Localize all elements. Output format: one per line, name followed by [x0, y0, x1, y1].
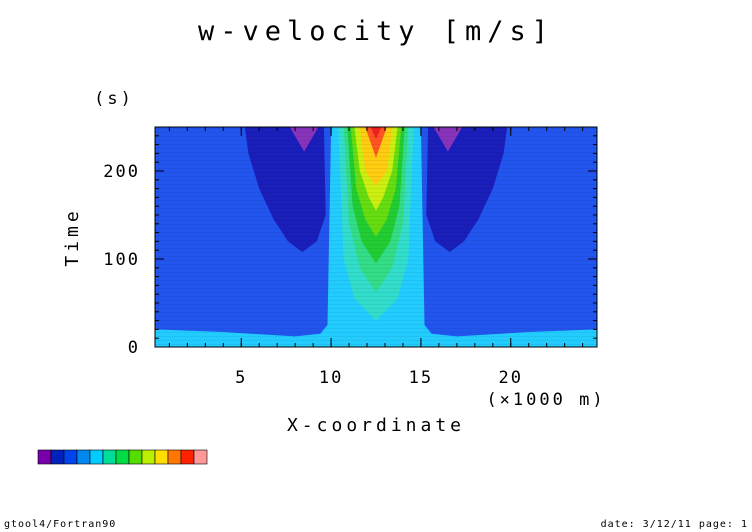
- colorbar-swatch-8: [141, 449, 156, 465]
- chart-title: w-velocity [m/s]: [198, 16, 554, 47]
- colorbar-swatch-0: [37, 449, 52, 465]
- x-tick-label: 20: [499, 368, 523, 388]
- colorbar-swatch-10: [167, 449, 182, 465]
- y-tick-label: 0: [128, 338, 140, 358]
- x-axis-label: X-coordinate: [287, 415, 465, 436]
- colorbar-swatch-12: [193, 449, 208, 465]
- x-unit-label: (×1000 m): [486, 390, 605, 410]
- x-tick-label: 10: [319, 368, 343, 388]
- y-tick-label: 100: [103, 250, 140, 270]
- y-tick-label: 200: [103, 162, 140, 182]
- x-tick-label: 5: [235, 368, 247, 388]
- colorbar-swatch-1: [50, 449, 65, 465]
- y-axis-label: Time: [62, 207, 83, 266]
- colorbar-swatch-7: [128, 449, 143, 465]
- colorbar-swatch-9: [154, 449, 169, 465]
- footer-right: date: 3/12/11 page: 1: [601, 519, 748, 530]
- x-tick-label: 15: [409, 368, 433, 388]
- plot-frame: [154, 126, 598, 348]
- colorbar-swatch-3: [76, 449, 91, 465]
- footer-left: gtool4/Fortran90: [4, 519, 116, 530]
- colorbar-swatch-6: [115, 449, 130, 465]
- y-unit-label: (s): [94, 89, 134, 109]
- colorbar-swatch-2: [63, 449, 78, 465]
- colorbar-swatch-11: [180, 449, 195, 465]
- colorbar-swatch-4: [89, 449, 104, 465]
- colorbar-swatch-5: [102, 449, 117, 465]
